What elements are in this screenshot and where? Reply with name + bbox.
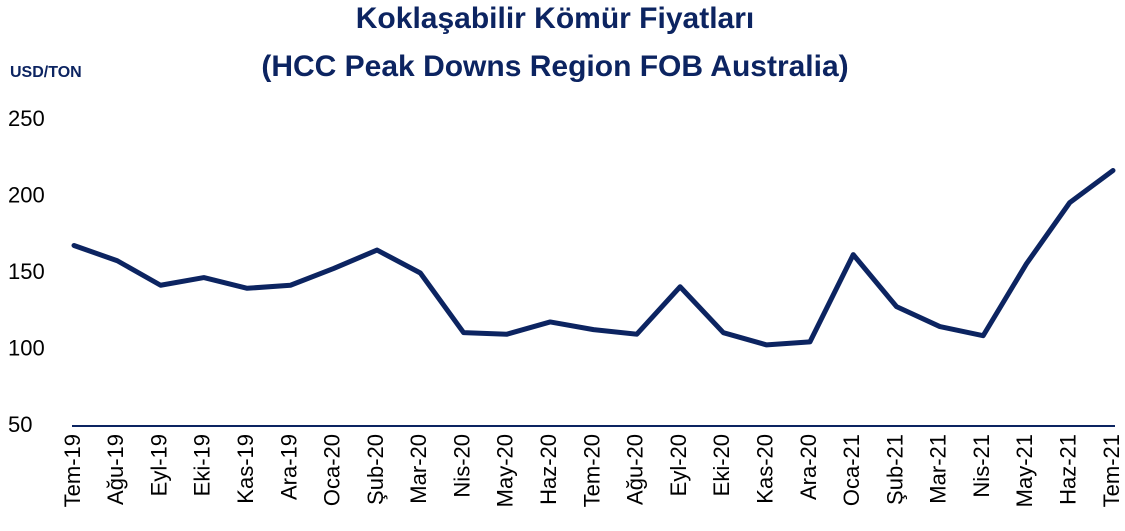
x-tick-label: Eyl-19 (146, 434, 171, 496)
x-tick-label: Kas-20 (752, 434, 777, 504)
x-tick-label: Mar-20 (406, 434, 431, 504)
y-tick-label: 200 (8, 182, 45, 207)
x-tick-label: Eki-20 (709, 434, 734, 496)
y-tick-label: 50 (8, 412, 32, 437)
x-tick-label: Oca-21 (839, 434, 864, 506)
x-tick-label: May-21 (1012, 434, 1037, 507)
y-tick-label: 250 (8, 106, 45, 131)
x-tick-label: Şub-20 (363, 434, 388, 505)
x-tick-label: Ara-20 (796, 434, 821, 500)
data-line (71, 167, 1116, 348)
x-tick-label: Eyl-20 (666, 434, 691, 496)
y-tick-label: 100 (8, 335, 45, 360)
x-tick-label: Nis-20 (449, 434, 474, 498)
x-tick-label: Ağu-20 (623, 434, 648, 505)
x-tick-label: May-20 (493, 434, 518, 507)
chart-title: Koklaşabilir Kömür Fiyatları (356, 2, 754, 35)
x-tick-label: Nis-21 (969, 434, 994, 498)
x-tick-label: Haz-21 (1056, 434, 1081, 505)
x-tick-label: Ağu-19 (103, 434, 128, 505)
x-tick-label: Tem-20 (579, 434, 604, 507)
x-tick-label: Ara-19 (276, 434, 301, 500)
x-tick-label: Tem-21 (1099, 434, 1124, 507)
x-tick-label: Oca-20 (320, 434, 345, 506)
x-tick-label: Şub-21 (882, 434, 907, 505)
x-tick-label: Tem-19 (60, 434, 85, 507)
x-tick-label: Haz-20 (536, 434, 561, 505)
x-tick-label: Eki-19 (190, 434, 215, 496)
x-tick-label: Mar-21 (926, 434, 951, 504)
chart-subtitle: (HCC Peak Downs Region FOB Australia) (261, 50, 848, 83)
y-tick-label: 150 (8, 259, 45, 284)
y-axis-label: USD/TON (10, 64, 82, 81)
x-tick-label: Kas-19 (233, 434, 258, 504)
